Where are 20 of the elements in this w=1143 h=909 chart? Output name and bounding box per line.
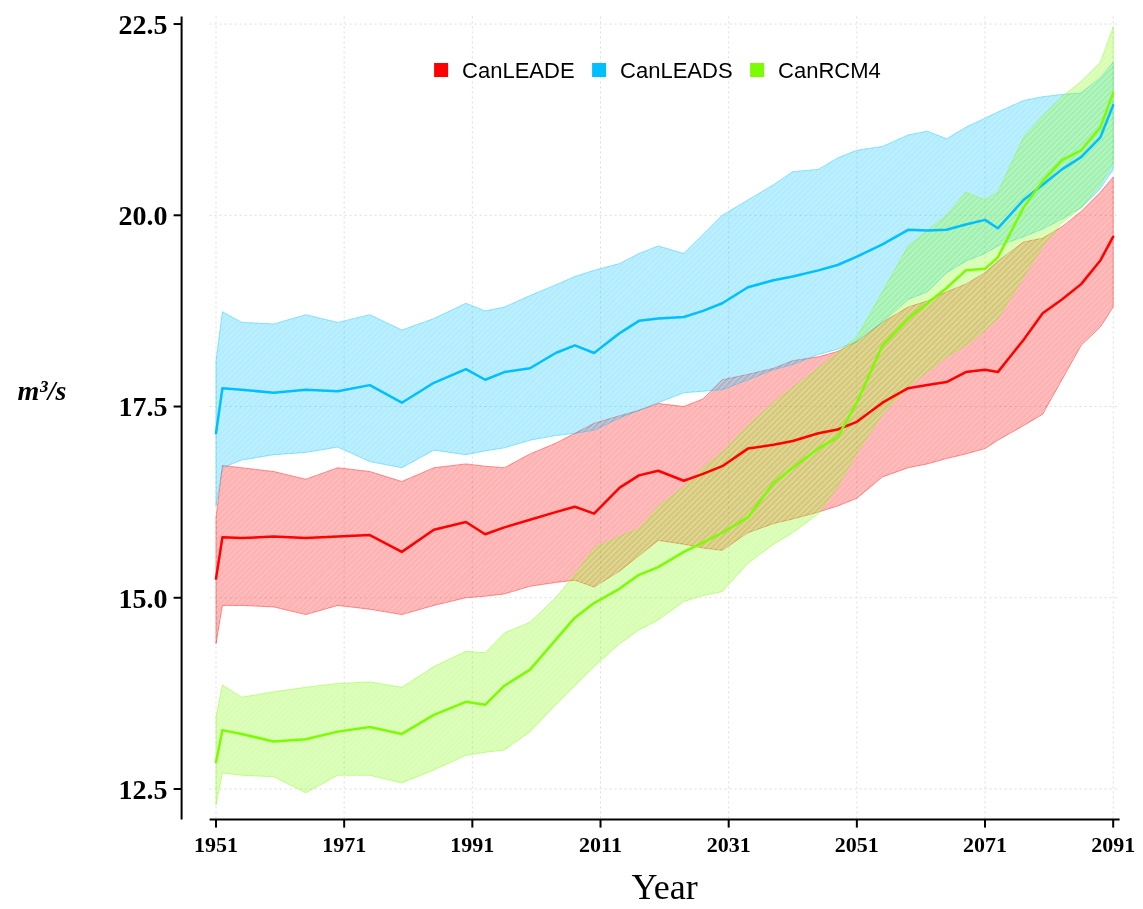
x-tick-label: 1951 [194,831,239,857]
y-axis-title: m³/s [17,375,67,406]
x-tick-label: 2051 [834,831,879,857]
x-axis-title: Year [631,867,698,907]
legend-label: CanRCM4 [778,57,881,83]
line-series [214,103,1115,435]
y-tick-label: 15.0 [118,582,168,614]
y-tick-label: 12.5 [118,773,168,805]
x-tick-label: 2011 [579,831,622,857]
y-tick-label: 22.5 [118,8,168,40]
legend-label: CanLEADS [620,57,733,83]
x-tick-label: 1991 [450,831,495,857]
x-tick-label: 1971 [322,831,367,857]
y-tick-label: 17.5 [118,391,168,423]
y-tick-label: 20.0 [118,200,168,232]
x-tick-label: 2071 [963,831,1008,857]
x-tick-label: 2091 [1091,831,1136,857]
line-series [214,235,1115,580]
legend-label: CanLEADE [462,57,575,83]
x-tick-label: 2031 [706,831,751,857]
